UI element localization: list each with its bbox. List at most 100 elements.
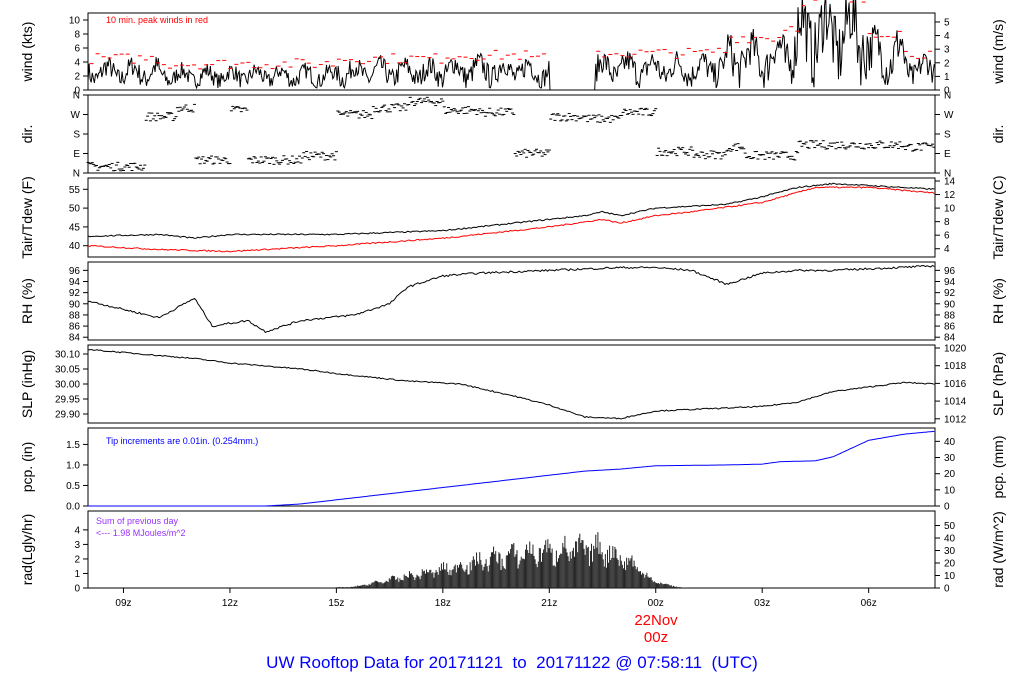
y-tick-label: 1	[74, 569, 80, 580]
y-axis-label-right: pcp. (mm)	[990, 436, 1006, 499]
right-tick-label: 5	[944, 17, 950, 28]
plot-area	[318, 532, 692, 588]
y-axis-label-right: RH (%)	[990, 278, 1006, 324]
plot-area	[86, 96, 936, 172]
y-tick-label: 86	[69, 322, 81, 333]
y-tick-label: 96	[69, 266, 81, 277]
y-tick-label: N	[73, 169, 80, 180]
y-tick-label: 1.5	[66, 440, 80, 451]
panel-frame	[87, 177, 936, 258]
right-tick-label: 10	[944, 485, 956, 496]
x-tick-label: 06z	[861, 598, 877, 609]
y-tick-label: 94	[69, 277, 81, 288]
y-tick-label: 50	[69, 204, 81, 215]
right-tick-label: N	[944, 91, 951, 102]
right-tick-label: 1014	[944, 397, 967, 408]
right-tick-label: 1	[944, 72, 950, 83]
right-tick-label: 1012	[944, 414, 967, 425]
y-tick-label: 29.90	[55, 410, 80, 421]
right-tick-label: 30	[944, 546, 956, 557]
x-tick-label: 15z	[328, 598, 344, 609]
right-tick-label: 8	[944, 217, 950, 228]
right-tick-label: 6	[944, 231, 950, 242]
x-tick-label: 00z	[648, 598, 664, 609]
y-tick-label: 45	[69, 222, 81, 233]
right-tick-label: 30	[944, 453, 956, 464]
series-rh-line	[87, 264, 935, 334]
x-tick-label: 03z	[754, 598, 770, 609]
y-tick-label: 90	[69, 299, 81, 310]
right-tick-label: 0	[944, 86, 950, 97]
rad-annotation-line2: <--- 1.98 MJoules/m^2	[96, 528, 186, 538]
x-tick-label: 09z	[115, 598, 131, 609]
date-marker-time: 00z	[644, 629, 668, 646]
right-tick-label: 92	[944, 288, 956, 299]
y-axis-label: Tair/Tdew (F)	[19, 176, 35, 258]
y-tick-label: 0.5	[66, 481, 80, 492]
right-tick-label: 12	[944, 190, 956, 201]
panel-frame	[87, 94, 936, 174]
y-tick-label: E	[73, 149, 80, 160]
y-axis-label-right: rad (W/m^2)	[990, 511, 1006, 588]
y-tick-label: 30.10	[55, 350, 80, 361]
right-tick-label: 0	[944, 502, 950, 513]
y-axis-label: wind (kts)	[19, 22, 35, 83]
y-axis-label: RH (%)	[19, 278, 35, 324]
y-tick-label: 10	[69, 16, 81, 27]
right-tick-label: 14	[944, 177, 956, 188]
plot-area	[87, 348, 935, 420]
panel-frame	[87, 344, 936, 424]
panel-slp: 29.90 29.95 30.00 30.05 30.10 1012 1014 1016 101…	[19, 344, 1006, 426]
y-tick-label: 55	[69, 185, 81, 196]
y-tick-label: 3	[74, 540, 80, 551]
wind-speed-line	[87, 0, 935, 91]
plot-area	[87, 0, 935, 91]
right-tick-label: 1018	[944, 361, 967, 372]
y-tick-label: 84	[69, 333, 81, 344]
y-tick-label: 6	[74, 44, 80, 55]
x-axis: 09z 12z 15z 18z 21z 00z 03z 06z	[115, 588, 877, 609]
panel-temp: 40 45 50 55 4 6 8 10 12 14 Tair/Tdew (F) Tair/Tdew …	[19, 175, 1006, 259]
panel-wind: 0 2 4 6 8 10 0 1 2 3 4 5 wind (kts) wind (m/s) 10 min.…	[19, 0, 1006, 97]
right-tick-label: 1020	[944, 344, 967, 355]
y-axis-label: rad(Lgly/hr)	[19, 514, 35, 586]
right-tick-label: 2	[944, 58, 950, 69]
right-tick-label: 3	[944, 45, 950, 56]
panel-pcp: 0.0 0.5 1.0 1.5 0 10 20 30 40 pcp. (in) pcp. (mm) T…	[19, 427, 1006, 513]
right-tick-label: 88	[944, 310, 956, 321]
y-axis-label-right: SLP (hPa)	[990, 352, 1006, 416]
y-tick-label: 30.05	[55, 365, 80, 376]
plot-area	[87, 264, 935, 334]
series-tair-line	[87, 182, 935, 239]
series-pcp-line	[88, 430, 935, 507]
chart-title: UW Rooftop Data for 20171121 to 20171122…	[266, 653, 758, 672]
right-tick-label: 4	[944, 31, 950, 42]
x-tick-label: 12z	[222, 598, 238, 609]
y-tick-label: 40	[69, 241, 81, 252]
rad-annotation-line1: Sum of previous day	[96, 516, 179, 526]
y-tick-label: 8	[74, 30, 80, 41]
right-tick-label: 40	[944, 437, 956, 448]
right-tick-label: 94	[944, 277, 956, 288]
x-tick-label: 21z	[541, 598, 557, 609]
y-tick-label: W	[71, 110, 81, 121]
right-tick-label: 1016	[944, 379, 967, 390]
y-tick-label: 4	[74, 525, 80, 536]
right-tick-label: 0	[944, 584, 950, 595]
wind-annotation: 10 min. peak winds in red	[106, 15, 208, 25]
y-tick-label: 0	[74, 584, 80, 595]
right-tick-label: 50	[944, 521, 956, 532]
y-tick-label: 2	[74, 554, 80, 565]
right-tick-label: 90	[944, 299, 956, 310]
y-axis-label-right: Tair/Tdew (C)	[990, 175, 1006, 259]
y-axis-label: SLP (inHg)	[19, 350, 35, 418]
y-axis-label-right: dir.	[990, 125, 1006, 144]
right-tick-label: S	[944, 130, 951, 141]
y-axis-label-right: wind (m/s)	[990, 19, 1006, 85]
x-tick-label: 18z	[435, 598, 451, 609]
right-tick-label: 96	[944, 266, 956, 277]
